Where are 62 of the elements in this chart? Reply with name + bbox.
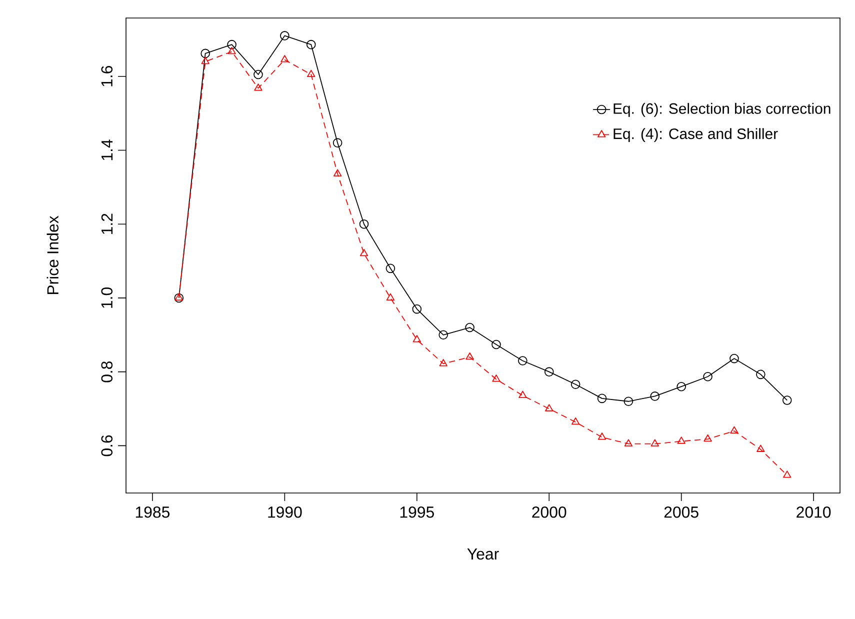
y-tick-label: 1.0 — [101, 288, 113, 308]
legend-label: Eq. (6): Selection bias correction — [614, 102, 830, 117]
y-tick-label: 0.8 — [101, 361, 113, 382]
point — [676, 382, 686, 392]
point — [439, 359, 448, 366]
point — [307, 70, 316, 78]
point — [782, 396, 792, 405]
point — [465, 322, 474, 332]
point — [200, 48, 210, 58]
y-tick-label: 0.6 — [101, 435, 113, 456]
y-axis-title: Price Index — [46, 216, 58, 294]
point — [280, 31, 290, 40]
x-tick-label: 2005 — [664, 506, 698, 518]
point — [360, 248, 368, 256]
point — [650, 439, 659, 446]
legend-label: Eq. (4): Case and Shiller — [614, 128, 778, 142]
point — [650, 392, 660, 401]
point — [359, 219, 369, 229]
y-tick-label: 1.2 — [101, 214, 113, 234]
point — [624, 439, 633, 446]
point — [386, 264, 396, 274]
point — [492, 374, 500, 382]
x-tick-label: 1985 — [136, 506, 170, 518]
x-axis-title: Year — [467, 548, 499, 560]
point — [730, 354, 739, 364]
point — [730, 426, 738, 434]
x-tick-label: 2010 — [796, 506, 831, 518]
point — [228, 46, 236, 54]
point — [518, 390, 527, 398]
point — [492, 340, 501, 350]
x-tick-label: 1990 — [268, 506, 302, 518]
point — [412, 304, 422, 314]
point — [544, 367, 554, 376]
y-tick-label: 1.6 — [101, 66, 113, 86]
point — [438, 330, 448, 340]
x-tick-label: 1995 — [400, 506, 434, 518]
point — [518, 356, 528, 366]
point — [571, 417, 580, 425]
point — [254, 84, 262, 91]
point — [624, 396, 634, 406]
point — [704, 434, 712, 442]
point — [386, 293, 395, 301]
point — [333, 169, 342, 176]
point — [756, 370, 766, 380]
point — [570, 380, 580, 390]
point — [677, 436, 686, 444]
point — [597, 394, 607, 404]
point — [466, 352, 474, 360]
point — [412, 335, 421, 342]
point — [280, 55, 289, 62]
point — [783, 470, 792, 478]
point — [254, 70, 263, 80]
point — [545, 404, 554, 412]
point — [756, 444, 765, 452]
y-tick-label: 1.4 — [102, 140, 113, 160]
point — [703, 372, 712, 382]
point — [598, 432, 606, 440]
point — [227, 40, 236, 50]
point — [201, 56, 210, 64]
point — [332, 138, 342, 148]
point — [306, 40, 316, 50]
x-tick-label: 2000 — [532, 506, 566, 518]
